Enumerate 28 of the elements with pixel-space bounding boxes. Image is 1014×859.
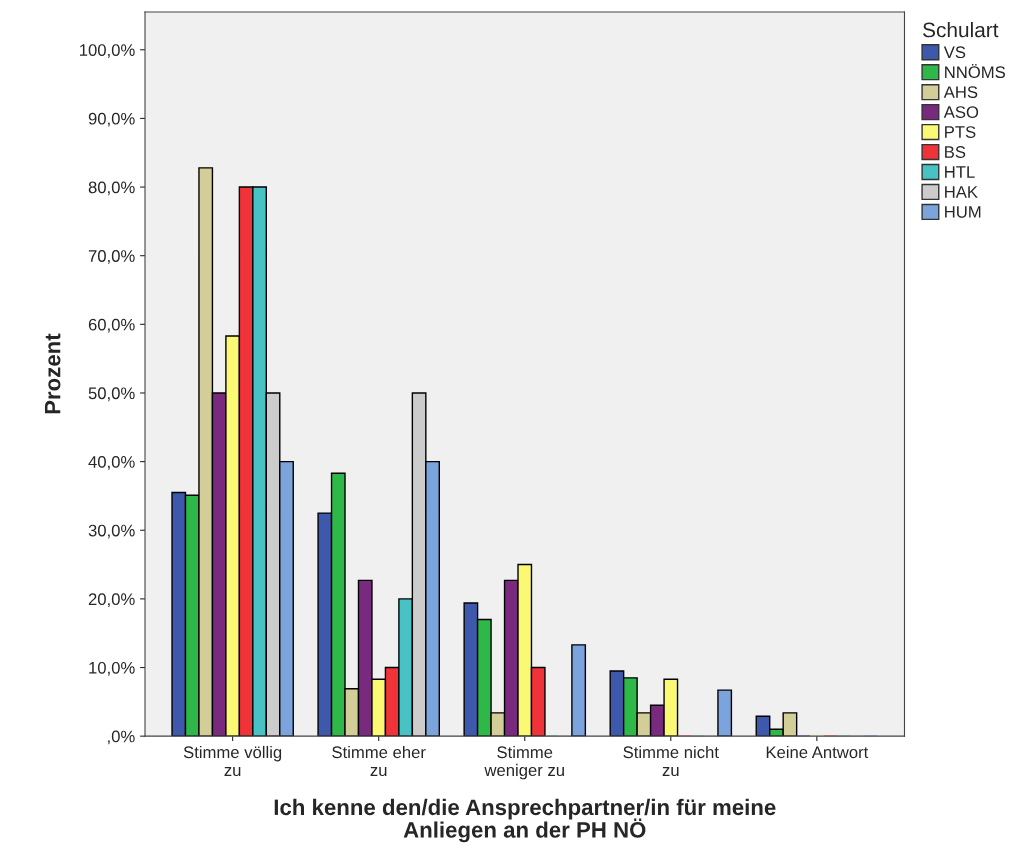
y-axis-title: Prozent (44, 333, 61, 414)
legend-label: NNÖMS (945, 63, 1006, 79)
legend-label: HAK (945, 186, 978, 198)
y-tick-label: 80,0% (88, 181, 135, 196)
y-tick-label: 100,0% (80, 44, 135, 58)
legend-label: VS (943, 46, 966, 59)
y-tick-label: 20,0% (88, 593, 135, 608)
y-tick-label: 70,0% (88, 250, 135, 264)
legend-label: BS (945, 146, 966, 158)
x-tick-label: Stimme weniger zu (484, 745, 564, 780)
x-tick-label: Stimme eher zu (332, 745, 426, 777)
y-tick-label: 10,0% (89, 661, 135, 676)
legend-label: HTL (945, 166, 975, 178)
legend-title: Schulart (923, 22, 999, 38)
y-tick-label: 30,0% (88, 524, 135, 539)
legend-label: PTS (945, 126, 976, 138)
y-tick-label: ,0% (108, 730, 135, 745)
x-tick-label: Stimme völlig zu (183, 745, 282, 777)
y-tick-label: 90,0% (88, 112, 135, 127)
x-axis-title: Ich kenne den/die Ansprechpartner/in für meine Anliegen an der PH NÖ (274, 798, 776, 843)
y-tick-label: 60,0% (88, 318, 135, 333)
legend-label: HUM (945, 206, 981, 218)
y-tick-label: 40,0% (88, 456, 135, 470)
x-tick-label: Stimme nicht zu (623, 745, 719, 777)
legend-label: AHS (943, 86, 978, 99)
y-tick-label: 50,0% (88, 387, 135, 402)
x-tick-label: Keine Antwort (766, 745, 869, 759)
legend-label: ASO (943, 106, 979, 118)
